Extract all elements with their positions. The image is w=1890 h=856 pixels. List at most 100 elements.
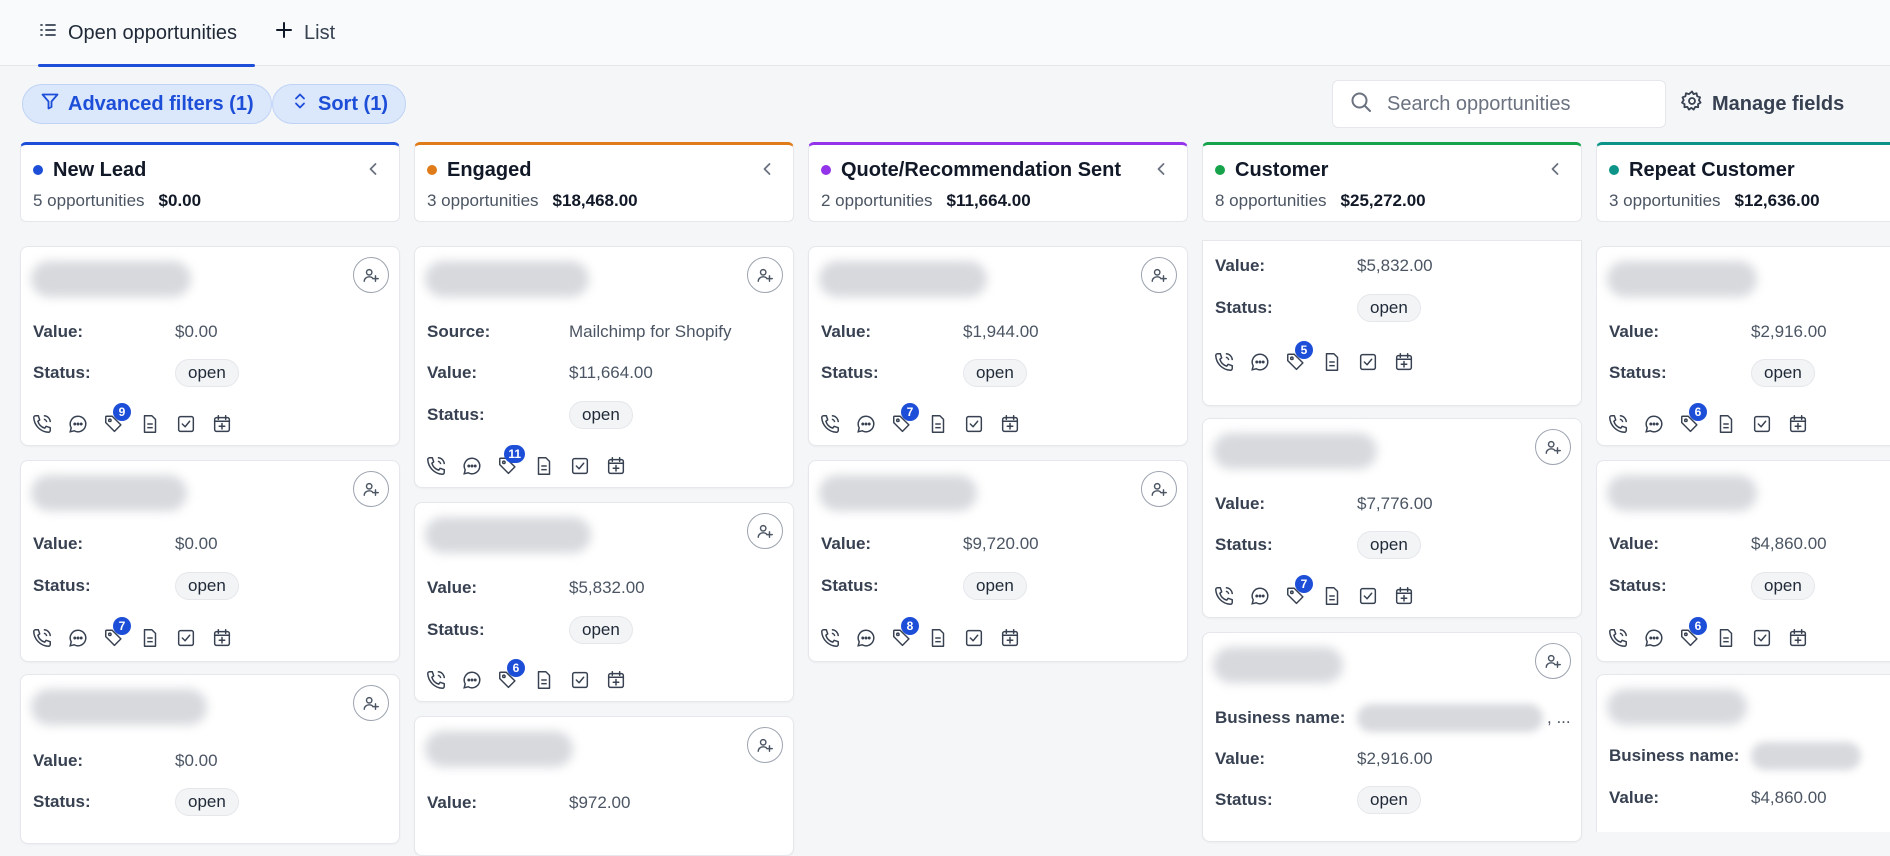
chat-icon[interactable]: [855, 413, 877, 435]
checkbox-icon[interactable]: [963, 627, 985, 649]
tag-icon[interactable]: 8: [891, 617, 919, 649]
column-new-lead: New Lead 5 opportunities $0.00 Value: $0.0…: [20, 142, 400, 844]
checkbox-icon[interactable]: [1751, 413, 1773, 435]
opportunity-card[interactable]: Value: $0.00 Status: open: [20, 674, 400, 844]
opportunity-card[interactable]: Value: $5,832.00 Status: open 5: [1202, 240, 1582, 406]
note-icon[interactable]: [1715, 627, 1737, 649]
chevron-left-icon[interactable]: [363, 159, 383, 179]
opportunity-card[interactable]: Value: $1,944.00 Status: open 7: [808, 246, 1188, 446]
chat-icon[interactable]: [1249, 351, 1271, 373]
chevron-left-icon[interactable]: [757, 159, 777, 179]
tag-icon[interactable]: 7: [103, 617, 131, 649]
opportunity-card[interactable]: Business name: , ... Value: $2,916.00 Stat…: [1202, 632, 1582, 842]
phone-icon[interactable]: [1607, 627, 1629, 649]
note-icon[interactable]: [139, 413, 161, 435]
assign-user-button[interactable]: [353, 471, 389, 507]
opportunity-card[interactable]: Value: $0.00 Status: open 9: [20, 246, 400, 446]
assign-user-button[interactable]: [353, 685, 389, 721]
calendar-add-icon[interactable]: [999, 627, 1021, 649]
phone-icon[interactable]: [31, 627, 53, 649]
status-badge: open: [1751, 572, 1815, 600]
sort-button[interactable]: Sort (1): [272, 84, 406, 124]
assign-user-button[interactable]: [1535, 429, 1571, 465]
phone-icon[interactable]: [819, 627, 841, 649]
search-input[interactable]: [1387, 92, 1647, 116]
calendar-add-icon[interactable]: [1787, 413, 1809, 435]
tag-icon[interactable]: 6: [497, 659, 525, 691]
contact-name-redacted: [1213, 647, 1343, 683]
chevron-left-icon[interactable]: [1151, 159, 1171, 179]
opportunity-card[interactable]: Value: $2,916.00 Status: open 6: [1596, 246, 1890, 446]
chat-icon[interactable]: [461, 669, 483, 691]
calendar-add-icon[interactable]: [999, 413, 1021, 435]
opportunity-card[interactable]: Value: $0.00 Status: open 7: [20, 460, 400, 662]
checkbox-icon[interactable]: [1751, 627, 1773, 649]
phone-icon[interactable]: [31, 413, 53, 435]
chat-icon[interactable]: [67, 627, 89, 649]
calendar-add-icon[interactable]: [211, 413, 233, 435]
opportunity-card[interactable]: Value: $4,860.00 Status: open 6: [1596, 460, 1890, 662]
opportunity-card[interactable]: Business name: Value: $4,860.00: [1596, 674, 1890, 832]
checkbox-icon[interactable]: [1357, 585, 1379, 607]
assign-user-button[interactable]: [353, 257, 389, 293]
note-icon[interactable]: [533, 669, 555, 691]
chat-icon[interactable]: [1643, 413, 1665, 435]
assign-user-button[interactable]: [747, 257, 783, 293]
calendar-add-icon[interactable]: [1393, 585, 1415, 607]
checkbox-icon[interactable]: [569, 669, 591, 691]
phone-icon[interactable]: [1607, 413, 1629, 435]
assign-user-button[interactable]: [747, 727, 783, 763]
assign-user-button[interactable]: [1141, 471, 1177, 507]
note-icon[interactable]: [139, 627, 161, 649]
opportunity-card[interactable]: Value: $9,720.00 Status: open 8: [808, 460, 1188, 662]
assign-user-button[interactable]: [747, 513, 783, 549]
note-icon[interactable]: [1321, 585, 1343, 607]
chevron-left-icon[interactable]: [1545, 159, 1565, 179]
chat-icon[interactable]: [855, 627, 877, 649]
assign-user-button[interactable]: [1535, 643, 1571, 679]
chat-icon[interactable]: [1643, 627, 1665, 649]
opportunity-card[interactable]: Value: $5,832.00 Status: open 6: [414, 502, 794, 702]
tag-icon[interactable]: 7: [891, 403, 919, 435]
chat-icon[interactable]: [67, 413, 89, 435]
opportunity-card[interactable]: Source: Mailchimp for Shopify Value: $11,6…: [414, 246, 794, 488]
tag-icon[interactable]: 9: [103, 403, 131, 435]
note-icon[interactable]: [927, 627, 949, 649]
note-icon[interactable]: [1321, 351, 1343, 373]
tag-icon[interactable]: 11: [497, 445, 525, 477]
phone-icon[interactable]: [425, 455, 447, 477]
chat-icon[interactable]: [461, 455, 483, 477]
checkbox-icon[interactable]: [963, 413, 985, 435]
tag-icon[interactable]: 6: [1679, 403, 1707, 435]
tag-icon[interactable]: 6: [1679, 617, 1707, 649]
calendar-add-icon[interactable]: [605, 455, 627, 477]
calendar-add-icon[interactable]: [211, 627, 233, 649]
checkbox-icon[interactable]: [1357, 351, 1379, 373]
note-icon[interactable]: [1715, 413, 1737, 435]
checkbox-icon[interactable]: [175, 413, 197, 435]
phone-icon[interactable]: [819, 413, 841, 435]
phone-icon[interactable]: [425, 669, 447, 691]
opportunity-card[interactable]: Value: $972.00: [414, 716, 794, 856]
tab-open-opportunities[interactable]: Open opportunities: [38, 0, 256, 67]
chat-icon[interactable]: [1249, 585, 1271, 607]
assign-user-button[interactable]: [1141, 257, 1177, 293]
tag-icon[interactable]: 7: [1285, 575, 1313, 607]
tag-icon[interactable]: 5: [1285, 341, 1313, 373]
calendar-add-icon[interactable]: [605, 669, 627, 691]
phone-icon[interactable]: [1213, 585, 1235, 607]
opportunity-card[interactable]: Value: $7,776.00 Status: open 7: [1202, 418, 1582, 618]
note-icon[interactable]: [533, 455, 555, 477]
advanced-filters-button[interactable]: Advanced filters (1): [22, 84, 272, 124]
search-box: [1332, 80, 1666, 128]
status-label: Status:: [427, 405, 485, 424]
calendar-add-icon[interactable]: [1787, 627, 1809, 649]
calendar-add-icon[interactable]: [1393, 351, 1415, 373]
status-badge: open: [963, 359, 1027, 387]
tab-add-list[interactable]: List: [274, 0, 335, 66]
checkbox-icon[interactable]: [569, 455, 591, 477]
note-icon[interactable]: [927, 413, 949, 435]
manage-fields-button[interactable]: Manage fields: [1680, 84, 1844, 124]
phone-icon[interactable]: [1213, 351, 1235, 373]
checkbox-icon[interactable]: [175, 627, 197, 649]
